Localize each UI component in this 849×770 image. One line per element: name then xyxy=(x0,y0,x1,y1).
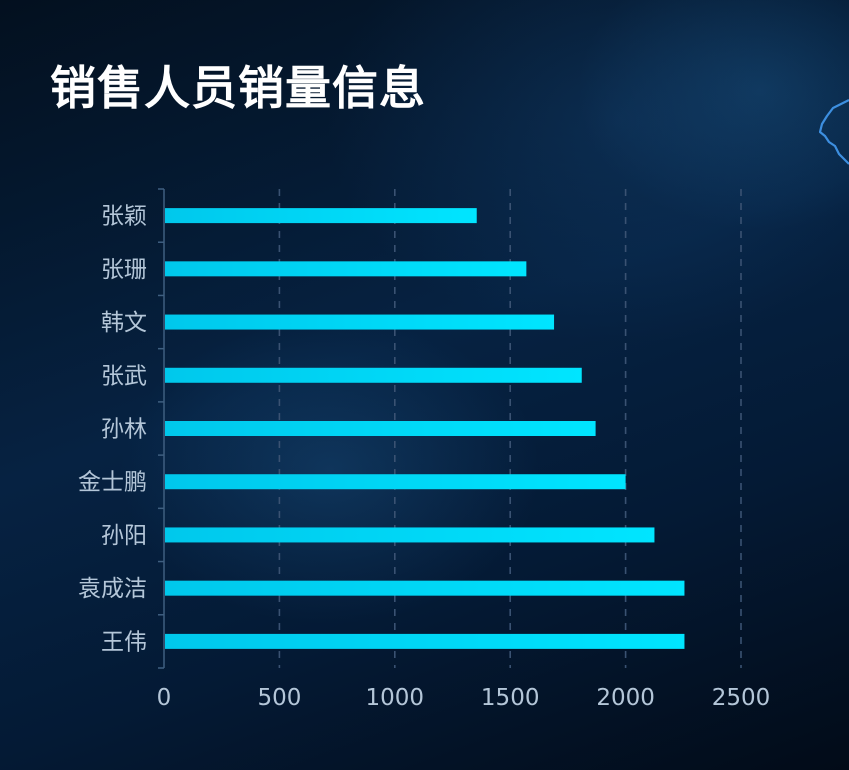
bar-王伟 xyxy=(165,633,685,649)
y-category-label: 孙林 xyxy=(101,417,147,443)
y-category-label: 金士鹏 xyxy=(78,470,147,496)
bar-韩文 xyxy=(165,314,555,330)
map-outline-icon xyxy=(819,99,849,165)
x-tick-label: 2500 xyxy=(712,685,771,711)
y-category-label: 王伟 xyxy=(101,629,147,655)
chart-axes xyxy=(158,188,165,669)
y-category-label: 张珊 xyxy=(101,257,147,283)
bar-张武 xyxy=(165,367,582,383)
chart-bars xyxy=(165,208,685,649)
x-tick-label: 0 xyxy=(157,685,172,711)
page-title: 销售人员销量信息 xyxy=(50,61,426,115)
bar-张颖 xyxy=(165,208,477,224)
bar-孙阳 xyxy=(165,527,655,543)
x-tick-label: 1500 xyxy=(481,685,540,711)
y-category-label: 袁成洁 xyxy=(78,576,147,602)
y-category-label: 孙阳 xyxy=(101,523,147,549)
bar-金士鹏 xyxy=(165,474,626,490)
x-tick-label: 500 xyxy=(257,685,301,711)
y-category-label: 张武 xyxy=(101,363,147,389)
y-category-label: 韩文 xyxy=(101,310,147,336)
bar-张珊 xyxy=(165,261,527,277)
bar-孙林 xyxy=(165,421,596,436)
bar-袁成洁 xyxy=(165,580,685,596)
x-tick-label: 2000 xyxy=(596,685,655,711)
x-tick-label: 1000 xyxy=(366,685,425,711)
y-category-label: 张颖 xyxy=(101,204,147,230)
